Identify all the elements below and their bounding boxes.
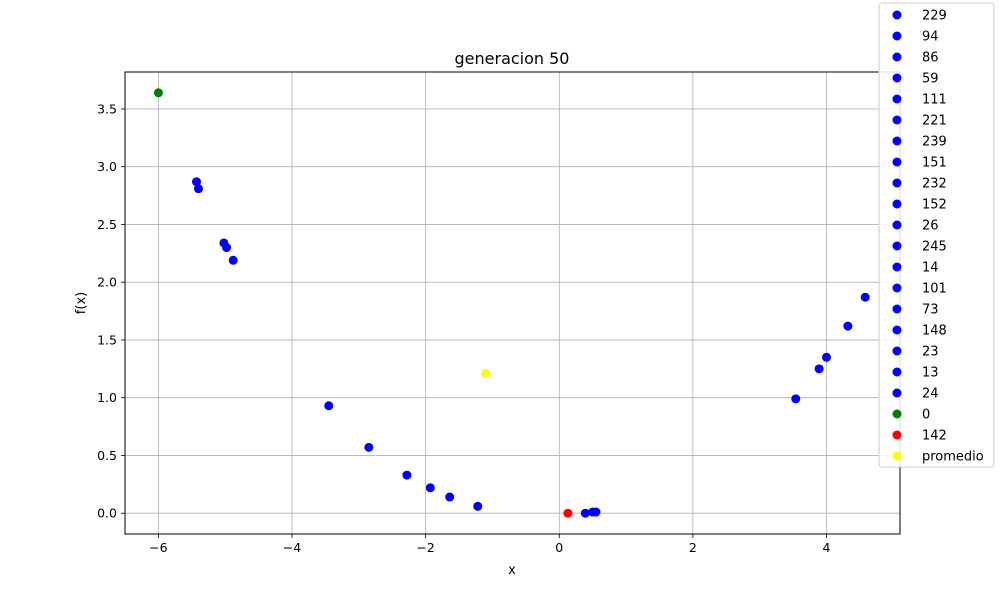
data-point-245 xyxy=(580,508,590,518)
y-tick-label: 2.5 xyxy=(97,217,117,232)
legend-marker xyxy=(892,199,902,209)
legend-marker xyxy=(892,31,902,41)
data-point-111 xyxy=(228,255,238,265)
legend-marker xyxy=(892,220,902,230)
y-tick-label: 1.5 xyxy=(97,332,117,347)
legend-marker xyxy=(892,325,902,335)
legend-label: 152 xyxy=(922,198,947,213)
grid-lines xyxy=(125,72,900,534)
legend-marker xyxy=(892,73,902,83)
legend-marker xyxy=(892,409,902,419)
x-tick-label: 0 xyxy=(555,540,563,555)
legend-label: 73 xyxy=(922,303,939,318)
data-point-promedio xyxy=(481,368,491,378)
legend-marker xyxy=(892,115,902,125)
legend-label: promedio xyxy=(922,450,984,465)
legend-label: 14 xyxy=(922,261,939,276)
legend-label: 94 xyxy=(922,30,939,45)
x-tick-label: −2 xyxy=(416,540,434,555)
x-tick-label: −4 xyxy=(283,540,301,555)
legend-label: 26 xyxy=(922,219,939,234)
legend-label: 23 xyxy=(922,345,939,360)
x-tick-label: −6 xyxy=(149,540,167,555)
legend-label: 245 xyxy=(922,240,947,255)
data-point-152 xyxy=(445,492,455,502)
legend-frame xyxy=(878,2,995,468)
x-axis-label: x xyxy=(508,563,516,578)
data-point-101 xyxy=(591,507,601,517)
y-tick-label: 0.0 xyxy=(97,506,117,521)
y-tick-label: 2.0 xyxy=(97,275,117,290)
y-axis-ticks: 0.0 0.5 1.0 1.5 2.0 2.5 3.0 3.5 xyxy=(97,101,125,521)
data-points xyxy=(153,88,870,518)
data-point-94 xyxy=(193,184,203,194)
legend-label: 232 xyxy=(922,177,947,192)
data-point-148 xyxy=(814,364,824,374)
legend-label: 13 xyxy=(922,366,939,381)
legend-label: 151 xyxy=(922,156,947,171)
data-point-232 xyxy=(425,483,435,493)
legend-label: 148 xyxy=(922,324,947,339)
x-axis-ticks: −6 −4 −2 0 2 4 xyxy=(149,534,831,555)
y-tick-label: 0.5 xyxy=(97,448,117,463)
x-tick-label: 4 xyxy=(823,540,831,555)
data-point-73 xyxy=(791,394,801,404)
legend-label: 24 xyxy=(922,387,939,402)
legend-marker xyxy=(892,430,902,440)
data-point-23 xyxy=(822,352,832,362)
y-tick-label: 1.0 xyxy=(97,390,117,405)
legend-marker xyxy=(892,157,902,167)
legend-label: 0 xyxy=(922,408,930,423)
legend-marker xyxy=(892,136,902,146)
y-tick-label: 3.5 xyxy=(97,101,117,116)
legend: 229 94 86 59 111 221 239 151 232 152 26 245 14 101 73 1… xyxy=(878,2,995,468)
legend-marker xyxy=(892,451,902,461)
legend-marker xyxy=(892,94,902,104)
y-tick-label: 3.0 xyxy=(97,159,117,174)
data-point-26 xyxy=(473,501,483,511)
legend-marker xyxy=(892,178,902,188)
legend-marker xyxy=(892,388,902,398)
data-point-221 xyxy=(324,401,334,411)
legend-marker xyxy=(892,10,902,20)
legend-label: 239 xyxy=(922,135,947,150)
data-point-24 xyxy=(860,292,870,302)
chart-title: generacion 50 xyxy=(455,49,570,68)
legend-label: 229 xyxy=(922,9,947,24)
legend-label: 101 xyxy=(922,282,947,297)
data-point-229 xyxy=(191,177,201,187)
data-point-151 xyxy=(402,470,412,480)
legend-marker xyxy=(892,283,902,293)
legend-label: 111 xyxy=(922,93,947,108)
data-point-239 xyxy=(364,442,374,452)
legend-marker xyxy=(892,52,902,62)
legend-label: 86 xyxy=(922,51,939,66)
legend-marker xyxy=(892,367,902,377)
legend-marker xyxy=(892,241,902,251)
legend-marker xyxy=(892,304,902,314)
legend-label: 59 xyxy=(922,72,939,87)
x-tick-label: 2 xyxy=(689,540,697,555)
legend-label: 142 xyxy=(922,429,947,444)
data-point-13 xyxy=(843,321,853,331)
data-point-142 xyxy=(563,508,573,518)
legend-marker xyxy=(892,262,902,272)
legend-label: 221 xyxy=(922,114,947,129)
data-point-59 xyxy=(222,243,232,253)
y-axis-label: f(x) xyxy=(74,292,89,314)
data-point-0 xyxy=(153,88,163,98)
legend-marker xyxy=(892,346,902,356)
